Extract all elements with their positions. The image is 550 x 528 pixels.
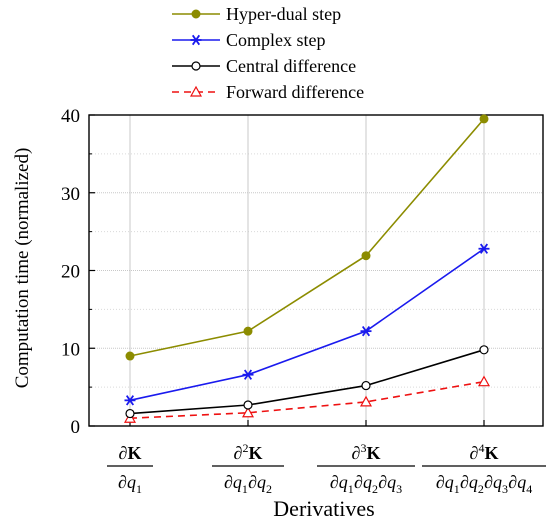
x-tick-denominator: ∂q1 ∂q2 bbox=[224, 472, 272, 496]
y-axis-label: Computation time (normalized) bbox=[12, 148, 33, 389]
x-tick-label: ∂3K ∂q1 ∂q2 ∂q3 bbox=[317, 441, 415, 496]
legend-label: Central difference bbox=[226, 56, 356, 76]
marker-filled-circle bbox=[243, 326, 253, 336]
series-line bbox=[129, 118, 485, 357]
marker-open-circle bbox=[361, 380, 371, 391]
marker-open-triangle bbox=[359, 395, 373, 407]
series-complex-step bbox=[124, 243, 490, 406]
legend[interactable]: Hyper-dual step Complex step Central diffe… bbox=[172, 4, 364, 102]
x-tick-label: ∂4K ∂q1 ∂q2 ∂q3 ∂q4 bbox=[422, 441, 546, 496]
marker-open-triangle bbox=[189, 85, 203, 97]
series-line bbox=[129, 248, 485, 402]
marker-asterisk-stroke bbox=[243, 369, 253, 380]
marker-open-circle bbox=[191, 61, 201, 71]
y-tick-label: 30 bbox=[61, 184, 80, 205]
marker-asterisk bbox=[360, 325, 372, 337]
marker-open-triangle bbox=[477, 375, 491, 387]
y-tick-label: 10 bbox=[61, 339, 80, 360]
marker-open-triangle bbox=[241, 406, 255, 418]
marker-asterisk-stroke bbox=[125, 395, 135, 406]
marker-filled-circle bbox=[479, 114, 489, 124]
legend-label: Forward difference bbox=[226, 82, 364, 102]
legend-label: Complex step bbox=[226, 30, 326, 50]
x-tick-label: ∂2K ∂q1 ∂q2 bbox=[212, 441, 284, 496]
x-axis-label: Derivatives bbox=[273, 496, 374, 521]
y-tick-label: 20 bbox=[61, 262, 80, 283]
x-tick-numerator: ∂3K bbox=[352, 441, 381, 463]
legend-item[interactable]: Forward difference bbox=[172, 82, 364, 102]
gridlines bbox=[89, 115, 543, 426]
x-axis-ticks: ∂K ∂q1 ∂2K ∂q1 ∂q2 ∂3K ∂q1 ∂q2 ∂q3 ∂4K ∂q1 ∂… bbox=[107, 420, 546, 496]
series-line bbox=[129, 380, 485, 420]
x-tick-denominator: ∂q1 bbox=[118, 472, 142, 496]
series-central-difference bbox=[125, 345, 489, 419]
marker-open-circle bbox=[125, 408, 135, 419]
legend-item[interactable]: Central difference bbox=[172, 56, 356, 76]
x-tick-numerator: ∂2K bbox=[234, 441, 263, 463]
series-line bbox=[129, 349, 485, 415]
marker-asterisk-stroke bbox=[479, 243, 489, 254]
x-tick-denominator: ∂q1 ∂q2 ∂q3 ∂q4 bbox=[436, 472, 532, 496]
series-hyper-dual-step bbox=[125, 114, 489, 361]
marker-filled-circle bbox=[191, 9, 201, 19]
series-forward-difference bbox=[123, 375, 491, 423]
x-tick-numerator: ∂K bbox=[119, 443, 142, 463]
marker-open-circle bbox=[479, 345, 489, 355]
x-tick-denominator: ∂q1 ∂q2 ∂q3 bbox=[330, 472, 402, 496]
y-tick-label: 0 bbox=[71, 417, 81, 438]
marker-asterisk bbox=[190, 34, 202, 46]
marker-filled-circle bbox=[125, 351, 135, 361]
marker-asterisk bbox=[242, 369, 254, 380]
y-tick-label: 40 bbox=[61, 106, 80, 127]
series-group bbox=[123, 114, 491, 423]
marker-filled-circle bbox=[361, 251, 371, 261]
marker-asterisk-stroke bbox=[191, 34, 201, 46]
x-tick-label: ∂K ∂q1 bbox=[107, 443, 153, 496]
y-axis-ticks: 0 10 20 30 40 bbox=[61, 106, 95, 438]
marker-asterisk bbox=[124, 395, 136, 406]
marker-asterisk-stroke bbox=[361, 325, 371, 337]
marker-open-circle bbox=[243, 400, 253, 410]
legend-item[interactable]: Hyper-dual step bbox=[172, 4, 341, 24]
x-tick-numerator: ∂4K bbox=[470, 441, 499, 463]
legend-item[interactable]: Complex step bbox=[172, 30, 326, 50]
legend-label: Hyper-dual step bbox=[226, 4, 341, 24]
marker-asterisk bbox=[478, 243, 490, 254]
